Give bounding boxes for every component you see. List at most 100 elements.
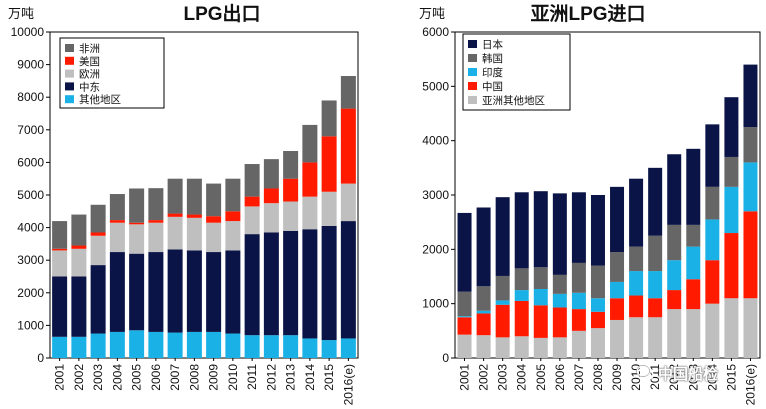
x-tick-label: 2001 <box>53 364 67 391</box>
bar-segment-usa <box>206 216 221 223</box>
bar-segment-japan <box>610 187 624 252</box>
x-tick-label: 2005 <box>534 364 548 391</box>
chart-title: LPG出口 <box>183 2 260 25</box>
bar-segment-other <box>110 332 125 358</box>
bar-segment-usa <box>283 179 298 202</box>
bar-segment-middle_east <box>52 277 67 337</box>
bar-segment-china <box>553 307 567 337</box>
bar-segment-europe <box>110 223 125 252</box>
bar-segment-india <box>648 271 662 298</box>
bar-segment-other <box>187 332 202 358</box>
y-tick-label: 1000 <box>17 318 44 332</box>
x-tick-label: 2015 <box>322 364 336 391</box>
bar-segment-africa <box>110 194 125 220</box>
bar-segment-india <box>477 311 491 314</box>
bar-segment-europe <box>245 206 260 234</box>
y-tick-label: 1000 <box>422 297 449 311</box>
bar-segment-china <box>629 296 643 318</box>
bar-segment-usa <box>187 215 202 218</box>
x-tick-label: 2008 <box>591 364 605 391</box>
y-tick-label: 3000 <box>422 188 449 202</box>
bar-segment-asia_other <box>553 337 567 358</box>
bar-segment-china <box>705 260 719 303</box>
bar-segment-india <box>743 162 757 211</box>
bar-segment-middle_east <box>91 265 106 333</box>
bar-segment-japan <box>686 149 700 225</box>
wechat-icon <box>636 365 654 381</box>
bar-segment-africa <box>148 188 163 220</box>
bar-segment-india <box>629 271 643 295</box>
bar-segment-africa <box>91 205 106 233</box>
bar-segment-china <box>743 211 757 298</box>
bar-segment-middle_east <box>168 249 183 332</box>
x-tick-label: 2001 <box>458 364 472 391</box>
bar-segment-asia_other <box>705 304 719 358</box>
bar-segment-middle_east <box>225 250 240 333</box>
lpg-export-chart: LPG出口 万吨 0 1000 2000 3000 4000 5000 6000 7000 8000… <box>0 0 383 409</box>
bar-segment-africa <box>302 125 317 162</box>
x-tick-label: 2014 <box>303 364 317 391</box>
bar-segment-japan <box>458 213 472 292</box>
y-tick-label: 5000 <box>422 79 449 93</box>
bar-segment-india <box>572 293 586 309</box>
bar-segment-africa <box>322 100 337 136</box>
bar-segment-europe <box>148 223 163 252</box>
legend-swatch <box>65 44 74 52</box>
watermark: 中国船检 <box>636 362 718 384</box>
bar-segment-asia_other <box>477 335 491 358</box>
y-axis-unit-label: 万吨 <box>419 6 445 21</box>
bar-segment-other <box>129 330 144 358</box>
bar-segment-middle_east <box>341 221 356 338</box>
bar-segment-japan <box>477 207 491 286</box>
bar-segment-japan <box>705 124 719 186</box>
bar-segment-middle_east <box>245 234 260 335</box>
bar-segment-asia_other <box>648 317 662 358</box>
bar-segment-asia_other <box>667 309 681 358</box>
bar-segment-other <box>148 332 163 358</box>
bar-segment-other <box>264 335 279 358</box>
bar-segment-other <box>206 332 221 358</box>
y-tick-label: 0 <box>37 351 44 365</box>
bar-segment-china <box>686 279 700 309</box>
x-tick-label: 2010 <box>226 364 240 391</box>
y-tick-label: 7000 <box>17 123 44 137</box>
bar-segment-korea <box>743 127 757 162</box>
bar-segment-india <box>724 187 738 233</box>
legend-swatch <box>65 95 74 103</box>
bar-segment-other <box>283 335 298 358</box>
bar-segment-asia_other <box>724 298 738 358</box>
x-tick-label: 2002 <box>477 364 491 391</box>
bar-segment-middle_east <box>71 277 86 337</box>
bar-segment-japan <box>743 65 757 127</box>
bar-segment-other <box>341 338 356 358</box>
legend-swatch <box>468 40 477 48</box>
bar-segment-other <box>168 333 183 358</box>
y-tick-label: 2000 <box>422 242 449 256</box>
legend-swatch <box>468 68 477 76</box>
bar-segment-usa <box>225 211 240 221</box>
x-tick-label: 2009 <box>207 364 221 391</box>
x-tick-label: 2016(e) <box>341 364 355 405</box>
bar-segment-japan <box>496 197 510 276</box>
x-tick-label: 2007 <box>572 364 586 391</box>
bar-segment-middle_east <box>129 254 144 331</box>
bar-segment-middle_east <box>148 252 163 332</box>
legend-label: 非洲 <box>79 43 100 55</box>
asia-lpg-import-chart: 亚洲LPG进口万吨01000200030004000500060002001 20… <box>383 0 766 409</box>
legend-label: 韩国 <box>482 52 503 65</box>
bar-segment-korea <box>477 286 491 310</box>
bar-segment-korea <box>458 292 472 316</box>
bar-segment-europe <box>264 203 279 232</box>
bar-segment-africa <box>71 215 86 246</box>
bar-segment-india <box>705 219 719 260</box>
bar-segment-middle_east <box>283 231 298 335</box>
x-tick-label: 2009 <box>610 364 624 391</box>
legend-label: 印度 <box>482 66 503 79</box>
x-tick-label: 2007 <box>168 364 182 391</box>
x-tick-label: 2016(e) <box>743 364 757 405</box>
bar-segment-other <box>71 337 86 358</box>
bar-segment-europe <box>225 221 240 250</box>
bar-segment-europe <box>302 197 317 230</box>
bar-segment-china <box>458 317 472 334</box>
figure: LPG出口 万吨 0 1000 2000 3000 4000 5000 6000 7000 8000… <box>0 0 766 409</box>
